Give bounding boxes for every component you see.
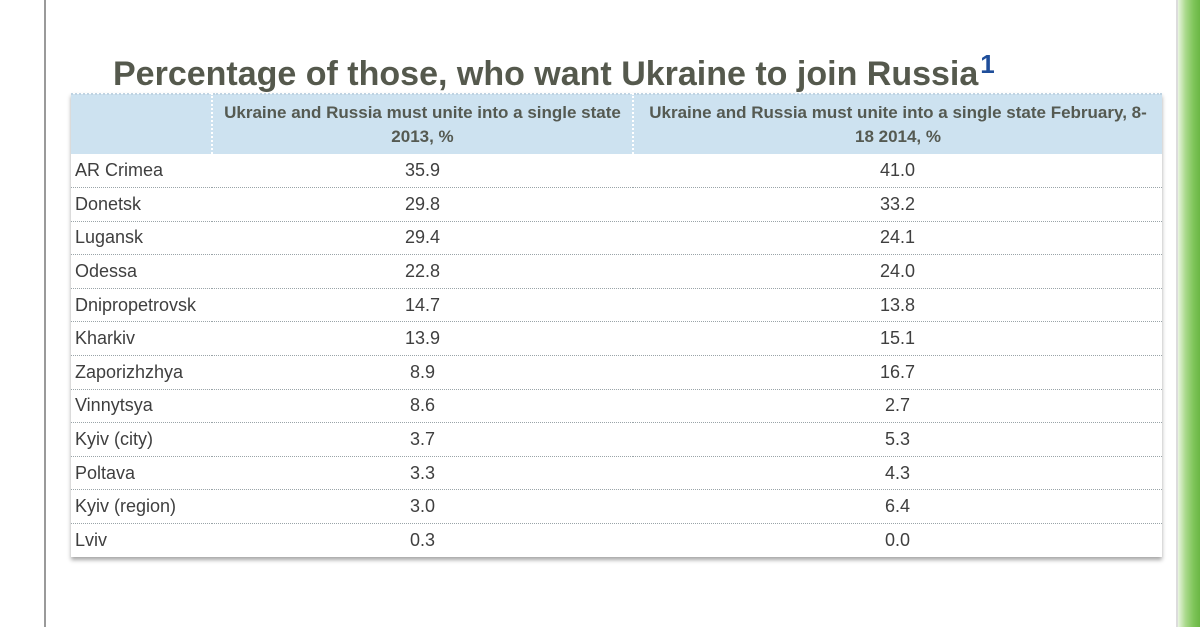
cell-2014: 41.0 <box>633 154 1162 189</box>
cell-2013: 13.9 <box>212 321 633 357</box>
header-2013: Ukraine and Russia must unite into a sin… <box>212 93 634 154</box>
cell-2014: 33.2 <box>633 187 1162 222</box>
data-table-container: Ukraine and Russia must unite into a sin… <box>71 93 1162 558</box>
cell-region: Kyiv (region) <box>71 489 212 525</box>
right-accent-bar <box>1178 0 1200 627</box>
cell-2013: 29.8 <box>212 187 633 222</box>
table-row: Kyiv (city) 3.7 5.3 <box>71 422 1162 457</box>
cell-2013: 29.4 <box>212 221 633 256</box>
header-region <box>71 93 213 154</box>
table-row: Lugansk 29.4 24.1 <box>71 221 1162 256</box>
cell-2013: 3.3 <box>212 456 633 491</box>
table-row: Kharkiv 13.9 15.1 <box>71 321 1162 357</box>
cell-region: Poltava <box>71 456 212 491</box>
table-header-row: Ukraine and Russia must unite into a sin… <box>71 93 1162 154</box>
cell-region: Odessa <box>71 254 212 289</box>
cell-2013: 8.6 <box>212 389 633 424</box>
cell-2013: 3.0 <box>212 489 633 525</box>
cell-region: Kharkiv <box>71 321 212 357</box>
page-title: Percentage of those, who want Ukraine to… <box>113 44 995 94</box>
table-row: Poltava 3.3 4.3 <box>71 456 1162 491</box>
cell-2013: 0.3 <box>409 530 436 551</box>
table-row: AR Crimea 35.9 41.0 <box>71 154 1162 189</box>
cell-2014: 16.7 <box>633 355 1162 390</box>
cell-region: AR Crimea <box>71 154 212 189</box>
cell-2014: 15.1 <box>633 321 1162 357</box>
cell-2014: 2.7 <box>633 389 1162 424</box>
cell-region: Dnipropetrovsk <box>71 288 212 323</box>
title-footnote: 1 <box>980 49 995 79</box>
cell-2014: 13.8 <box>633 288 1162 323</box>
table-row: Dnipropetrovsk 14.7 13.8 <box>71 288 1162 323</box>
cell-2014: 5.3 <box>633 422 1162 457</box>
header-2014: Ukraine and Russia must unite into a sin… <box>633 93 1162 154</box>
cell-region: Donetsk <box>71 187 212 222</box>
left-margin-rule <box>44 0 46 627</box>
cell-2014: 0.0 <box>884 530 911 551</box>
cell-2013: 35.9 <box>212 154 633 189</box>
table-row: Vinnytsya 8.6 2.7 <box>71 389 1162 424</box>
cell-region: Lugansk <box>71 221 212 256</box>
cell-2014: 6.4 <box>633 489 1162 525</box>
cell-2013: 8.9 <box>212 355 633 390</box>
title-text: Percentage of those, who want Ukraine to… <box>113 55 979 93</box>
cell-2014: 24.1 <box>633 221 1162 256</box>
table-row: Odessa 22.8 24.0 <box>71 254 1162 289</box>
table-row: Kyiv (region) 3.0 6.4 <box>71 489 1162 525</box>
cell-region: Kyiv (city) <box>71 422 212 457</box>
cell-2014: 24.0 <box>633 254 1162 289</box>
data-table: Ukraine and Russia must unite into a sin… <box>71 93 1162 557</box>
cell-region: Zaporizhzhya <box>71 355 212 390</box>
cell-2013: 22.8 <box>212 254 633 289</box>
table-body: AR Crimea 35.9 41.0 Donetsk 29.8 33.2 Lugansk 2… <box>71 154 1162 557</box>
right-bar-edge <box>1176 0 1178 627</box>
table-row: Zaporizhzhya 8.9 16.7 <box>71 355 1162 390</box>
cell-2013: 3.7 <box>212 422 633 457</box>
table-row: Donetsk 29.8 33.2 <box>71 187 1162 222</box>
cell-2013: 14.7 <box>212 288 633 323</box>
cell-region: Vinnytsya <box>71 389 212 424</box>
cell-2014: 4.3 <box>633 456 1162 491</box>
cell-region: Lviv <box>75 530 108 551</box>
table-row: Lviv 0.3 0.0 <box>71 524 1162 558</box>
